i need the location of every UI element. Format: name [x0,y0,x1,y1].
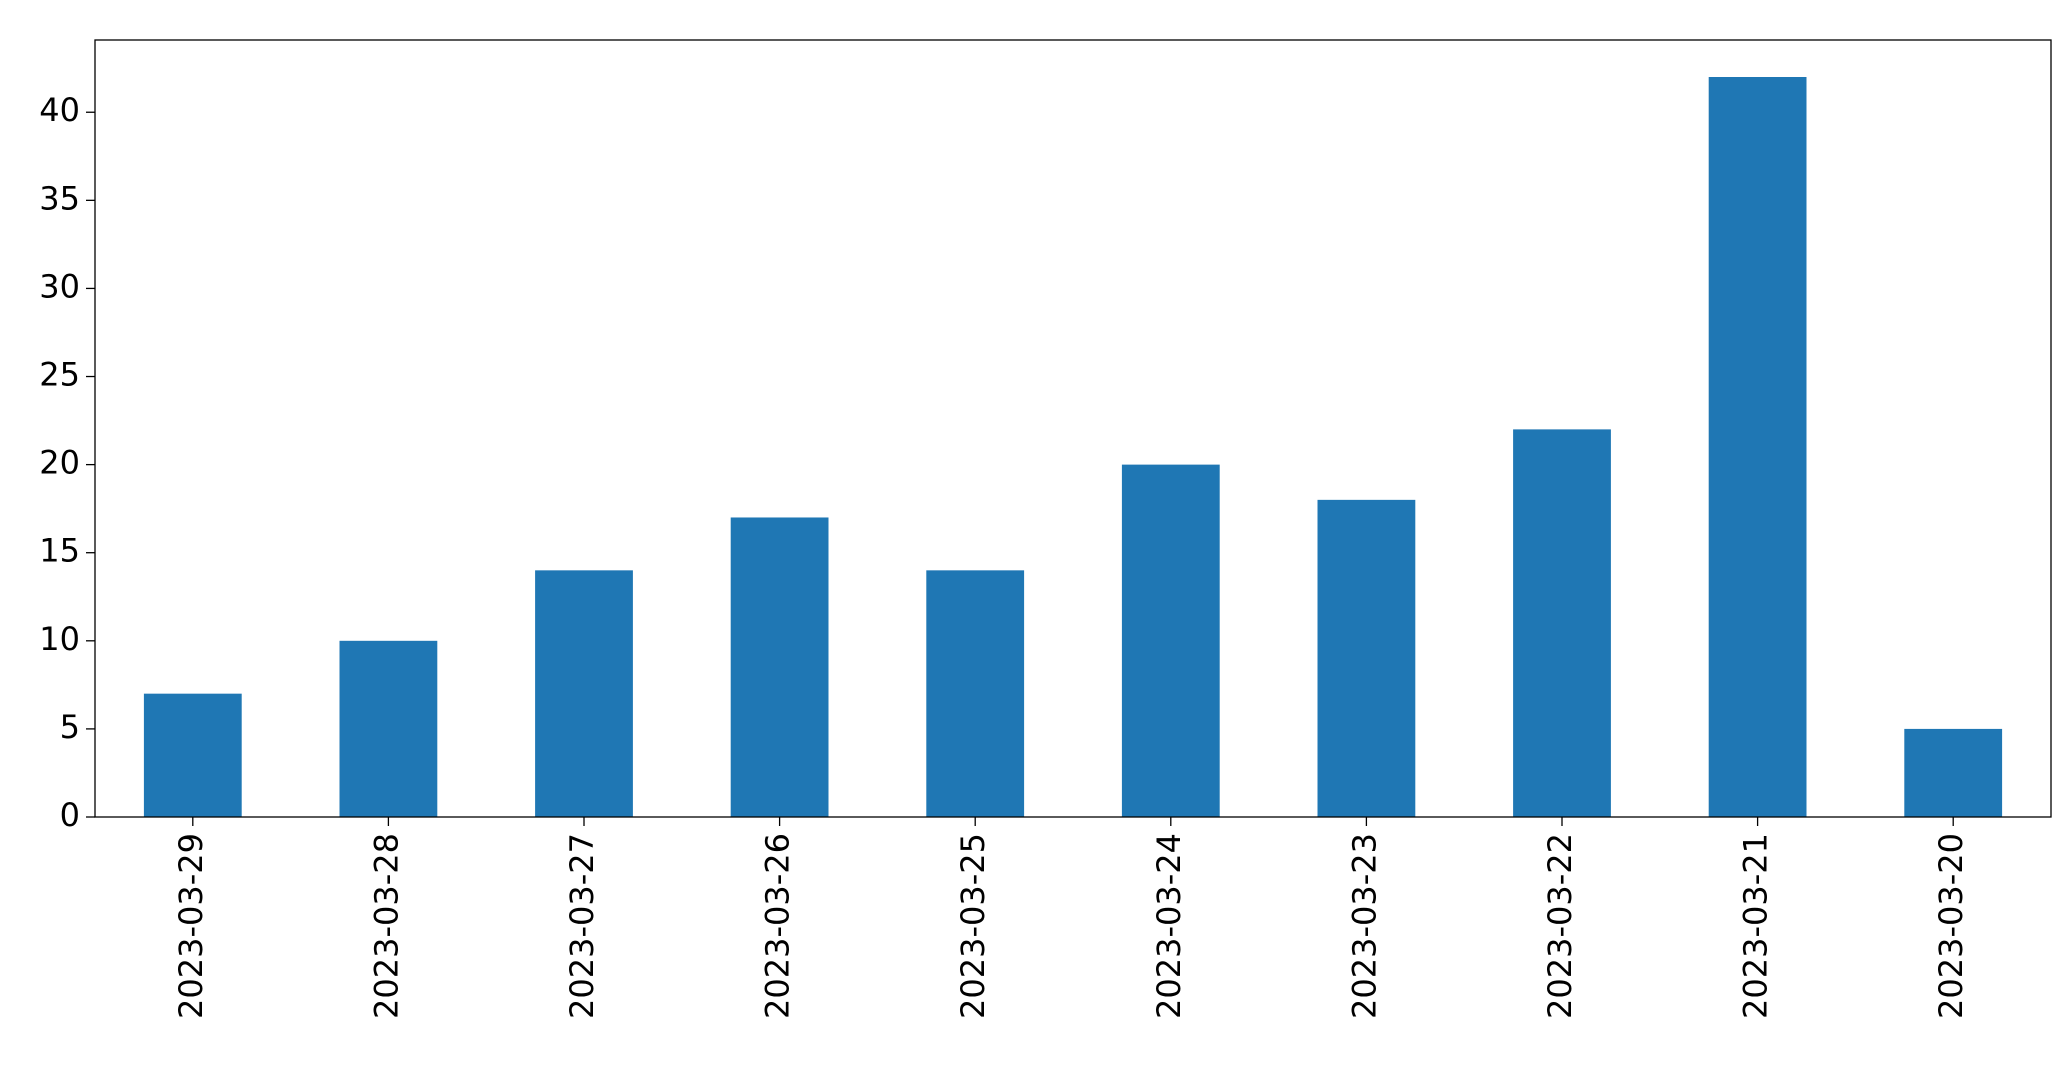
bar [1708,77,1807,817]
x-tick-label: 2023-03-29 [172,833,210,1019]
bar [143,693,242,817]
x-tick-label: 2023-03-22 [1541,833,1579,1019]
y-tick-label: 10 [39,620,80,658]
bar [535,570,633,817]
y-tick-label: 25 [39,356,80,394]
bar [1513,429,1611,817]
y-tick-label: 30 [39,267,80,305]
bar [926,570,1025,817]
y-tick-label: 35 [39,179,80,217]
x-tick-label: 2023-03-26 [759,833,797,1019]
y-tick-label: 5 [60,708,80,746]
y-tick-label: 0 [60,796,80,834]
y-tick-label: 20 [39,444,80,482]
plot-frame [94,39,2052,818]
bar [1121,464,1220,817]
bar [1904,728,2003,817]
bar [339,640,438,817]
x-tick-label: 2023-03-24 [1150,833,1188,1019]
x-tick-label: 2023-03-23 [1345,833,1383,1019]
x-tick-label: 2023-03-28 [367,833,405,1019]
y-tick-label: 40 [39,91,80,129]
bar [1317,499,1416,817]
x-tick-label: 2023-03-20 [1932,833,1970,1019]
y-tick-label: 15 [39,532,80,570]
x-tick-label: 2023-03-25 [954,833,992,1019]
x-tick-label: 2023-03-27 [563,833,601,1019]
bar [730,517,829,817]
x-tick-label: 2023-03-21 [1737,833,1775,1019]
